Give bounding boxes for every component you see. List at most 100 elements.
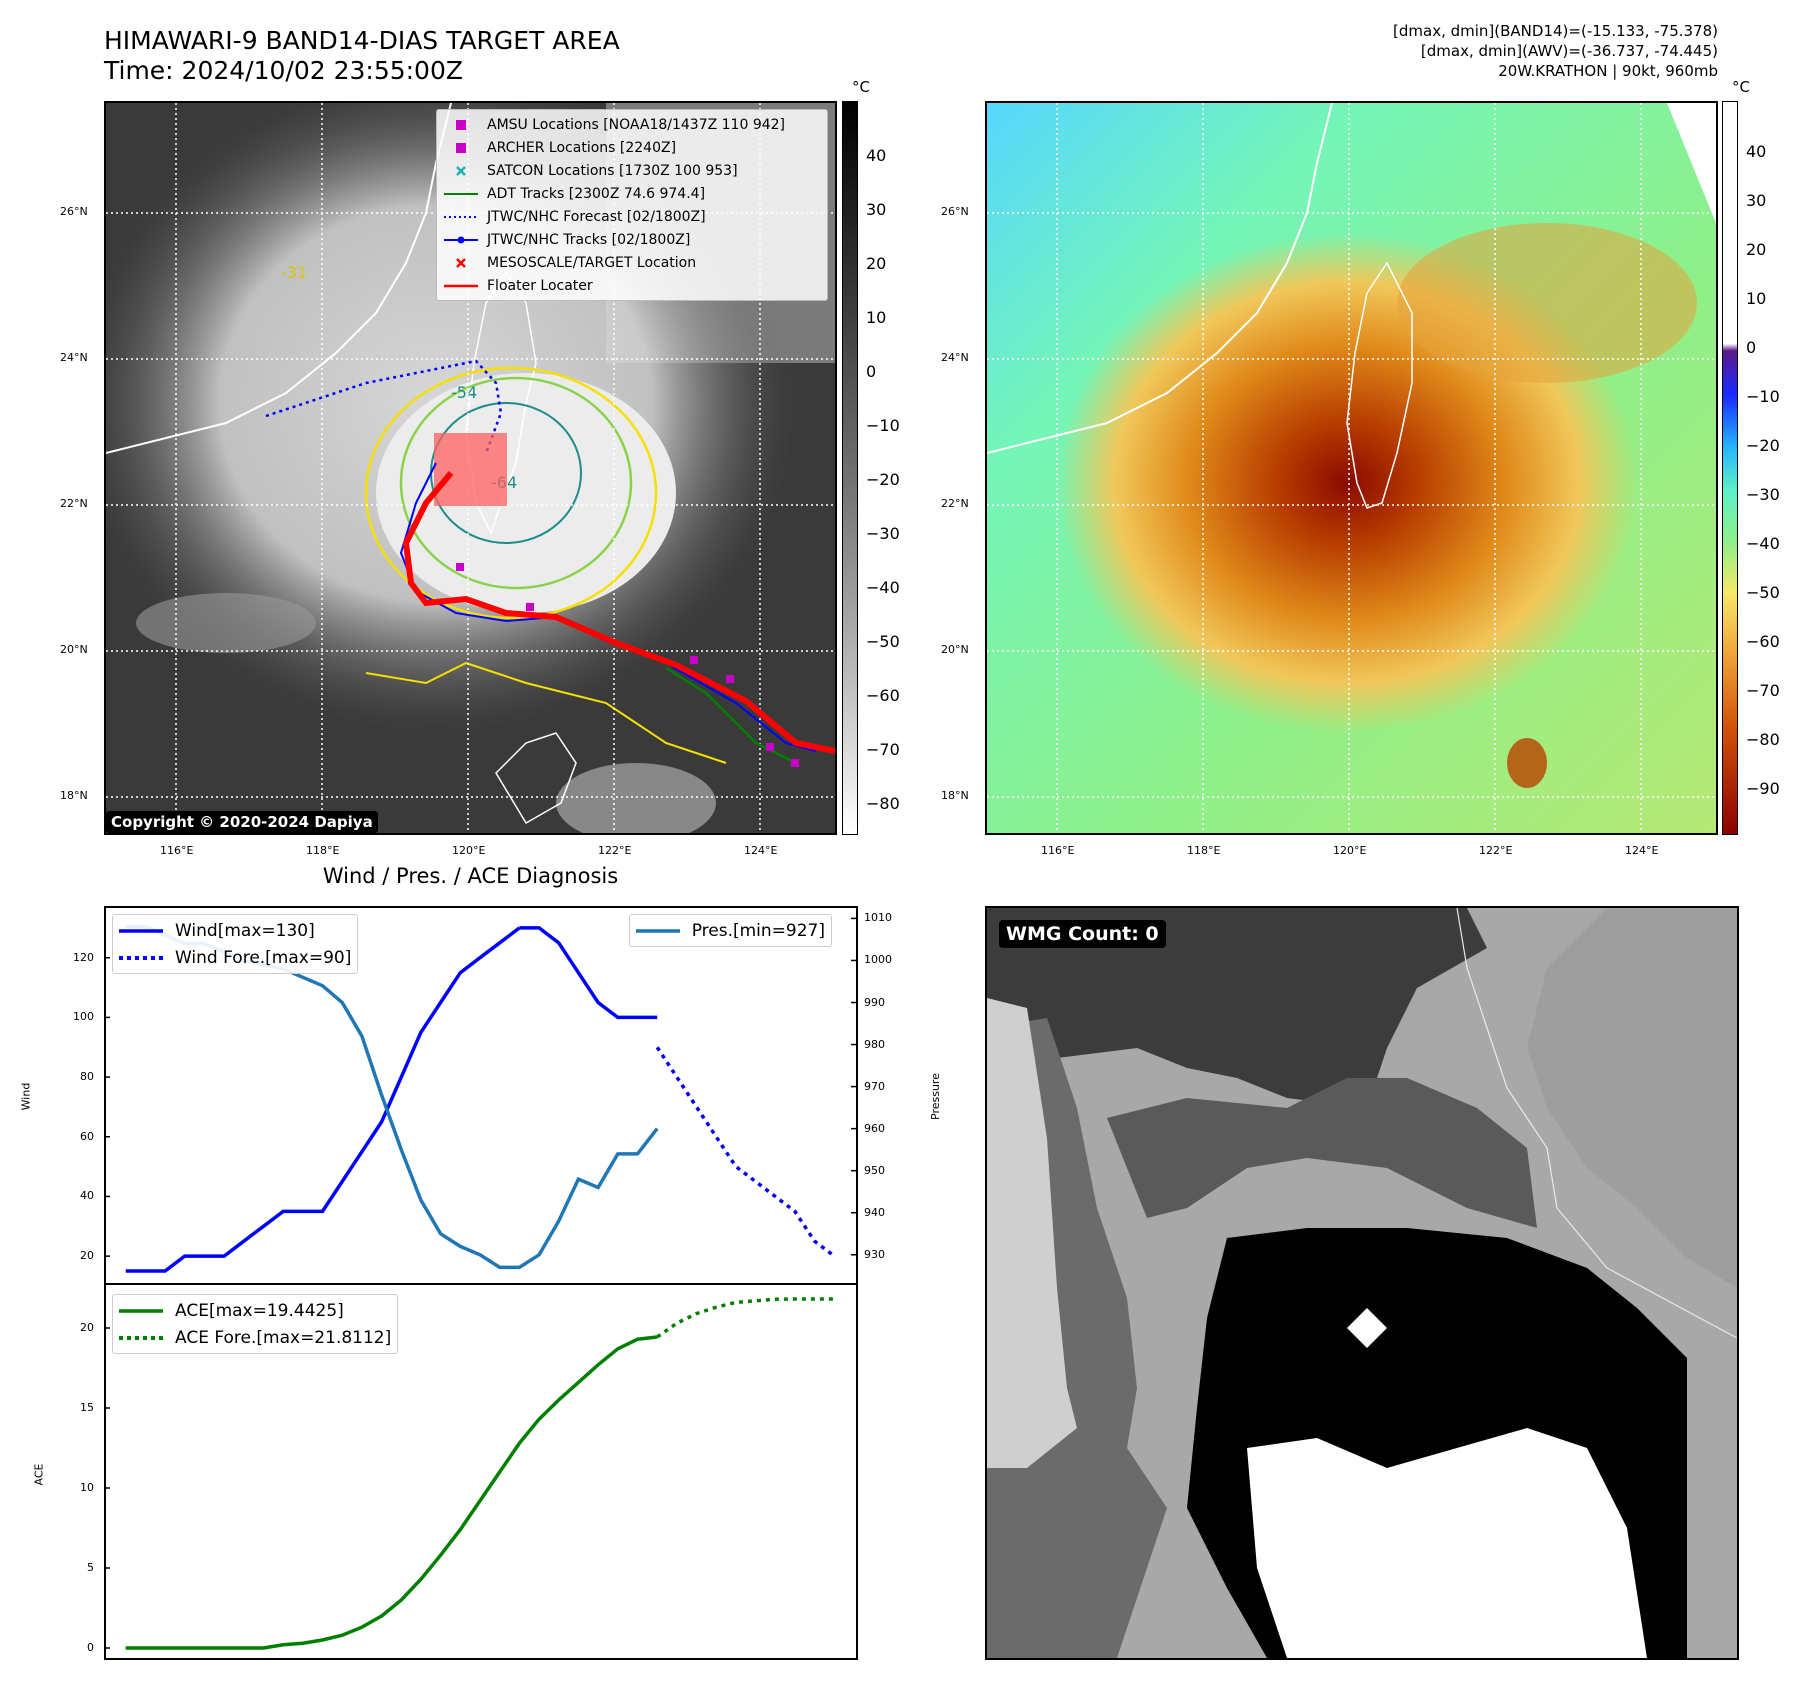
- axis-tick-label: 80: [80, 1070, 94, 1084]
- axis-tick-label: 970: [864, 1079, 885, 1093]
- legend-label: ADT Tracks [2300Z 74.6 974.4]: [487, 185, 706, 202]
- wv-map: [987, 103, 1716, 833]
- china-coastline: [106, 103, 452, 454]
- lat-label: 26°N: [60, 205, 88, 218]
- axis-tick-label: 10: [80, 1481, 94, 1494]
- axis-tick-label: 950: [864, 1163, 885, 1177]
- colorbar-tick: −80: [866, 794, 900, 813]
- target-box: [434, 433, 507, 506]
- legend-item: ADT Tracks [2300Z 74.6 974.4]: [443, 182, 821, 205]
- wind-axis-label: Wind: [19, 1082, 33, 1111]
- ir-colorbar: [842, 101, 858, 835]
- contour-label-54: -54: [451, 383, 477, 402]
- contour-minus31: [364, 366, 658, 620]
- legend-label: ACE[max=19.4425]: [175, 1300, 344, 1321]
- ir-map-panel: -64 -54 -31 Copyright © 2020-2024 Dapiya: [104, 101, 837, 835]
- lat-label: 24°N: [941, 351, 969, 364]
- adt-track: [665, 666, 797, 765]
- lon-label: 120°E: [1333, 844, 1367, 857]
- square-marker-icon: [443, 119, 479, 130]
- legend-label: MESOSCALE/TARGET Location: [487, 254, 697, 271]
- axis-tick-label: 5: [87, 1561, 94, 1574]
- taiwan-coastline: [465, 271, 537, 535]
- legend-label: JTWC/NHC Forecast [02/1800Z]: [487, 208, 706, 225]
- dotted-line-icon: [119, 955, 163, 961]
- axis-tick-label: 990: [864, 995, 885, 1009]
- legend-item: ACE[max=19.4425]: [119, 1297, 391, 1324]
- legend-label: Wind[max=130]: [175, 920, 315, 941]
- legend-label: AMSU Locations [NOAA18/1437Z 110 942]: [487, 116, 786, 133]
- colorbar-tick: −10: [866, 416, 900, 435]
- axis-tick-label: 120: [73, 950, 94, 964]
- colorbar-tick: −20: [866, 470, 900, 489]
- colorbar-tick: −50: [866, 632, 900, 651]
- wmg-core: [1247, 1428, 1647, 1658]
- axis-tick-label: 20: [80, 1249, 94, 1263]
- legend-label: Wind Fore.[max=90]: [175, 947, 352, 968]
- colorbar-tick: 10: [1746, 289, 1767, 308]
- ace-line: [125, 1335, 658, 1650]
- legend-item: JTWC/NHC Forecast [02/1800Z]: [443, 205, 821, 228]
- lon-label: 124°E: [1625, 844, 1659, 857]
- map-gridlines: [987, 103, 1716, 833]
- colorbar-tick: −70: [866, 740, 900, 759]
- colorbar-tick: 40: [866, 146, 887, 165]
- colorbar-tick: −30: [866, 524, 900, 543]
- legend-label: Floater Locater: [487, 277, 593, 294]
- diagnosis-panel: Wind[max=130] Wind Fore.[max=90] Pres.[m…: [104, 906, 858, 1660]
- colorbar-tick: −10: [1746, 387, 1780, 406]
- wind-line: [125, 926, 521, 1273]
- chart-time: Time: 2024/10/02 23:55:00Z: [104, 56, 463, 85]
- pressure-legend: Pres.[min=927]: [628, 914, 832, 947]
- lat-label: 22°N: [941, 497, 969, 510]
- legend-item: MESOSCALE/TARGET Location: [443, 251, 821, 274]
- band14-range: [dmax, dmin](BAND14)=(-15.133, -75.378): [1393, 22, 1718, 40]
- wind-legend: Wind[max=130] Wind Fore.[max=90]: [112, 914, 359, 974]
- chart-title: HIMAWARI-9 BAND14-DIAS TARGET AREA: [104, 26, 620, 55]
- lon-label: 118°E: [1187, 844, 1221, 857]
- legend-label: SATCON Locations [1730Z 100 953]: [487, 162, 738, 179]
- colorbar-tick: −50: [1746, 583, 1780, 602]
- copyright-label: Copyright © 2020-2024 Dapiya: [106, 811, 378, 833]
- ace-series-group: [125, 1297, 835, 1650]
- ace-axis-label: ACE: [32, 1463, 46, 1486]
- colorbar-tick: −30: [1746, 485, 1780, 504]
- ace-forecast-line: [656, 1297, 835, 1339]
- colorbar-tick: −40: [1746, 534, 1780, 553]
- legend-item: Pres.[min=927]: [635, 917, 825, 944]
- lon-label: 124°E: [744, 844, 778, 857]
- colorbar-tick: 30: [1746, 191, 1767, 210]
- solid-line-icon: [635, 928, 680, 934]
- colorbar-tick: −60: [866, 686, 900, 705]
- wind-forecast-line: [655, 1046, 836, 1258]
- solid-line-icon: [119, 928, 163, 934]
- axis-tick-label: 960: [864, 1121, 885, 1135]
- colorbar-tick: −80: [1746, 730, 1780, 749]
- wmg-light-strip: [987, 998, 1077, 1468]
- x-marker-icon: [443, 165, 479, 176]
- lat-label: 18°N: [60, 789, 88, 802]
- lon-label: 118°E: [306, 844, 340, 857]
- diagnosis-chart: [104, 906, 858, 1660]
- legend-item: JTWC/NHC Tracks [02/1800Z]: [443, 228, 821, 251]
- ace-axes-frame: [104, 1283, 858, 1660]
- wv-map-panel: [985, 101, 1718, 835]
- coastline: [1456, 908, 1737, 1339]
- dotted-line-icon: [119, 1335, 163, 1341]
- colorbar-tick: −40: [866, 578, 900, 597]
- legend-label: ACE Fore.[max=21.8112]: [175, 1327, 392, 1348]
- floater-locator-track: [402, 471, 835, 754]
- axis-tick-label: 100: [73, 1010, 94, 1024]
- legend-label: ARCHER Locations [2240Z]: [487, 139, 677, 156]
- wmg-map: [987, 908, 1737, 1658]
- lon-label: 122°E: [1479, 844, 1513, 857]
- square-marker-icon: [443, 142, 479, 153]
- legend-item: ACE Fore.[max=21.8112]: [119, 1324, 391, 1351]
- diagnosis-title: Wind / Pres. / ACE Diagnosis: [322, 864, 619, 888]
- colorbar-tick: 20: [1746, 240, 1767, 259]
- solid-line-icon: [443, 283, 479, 289]
- legend-item: SATCON Locations [1730Z 100 953]: [443, 159, 821, 182]
- axis-tick-label: 980: [864, 1037, 885, 1051]
- lon-label: 116°E: [160, 844, 194, 857]
- lat-label: 22°N: [60, 497, 88, 510]
